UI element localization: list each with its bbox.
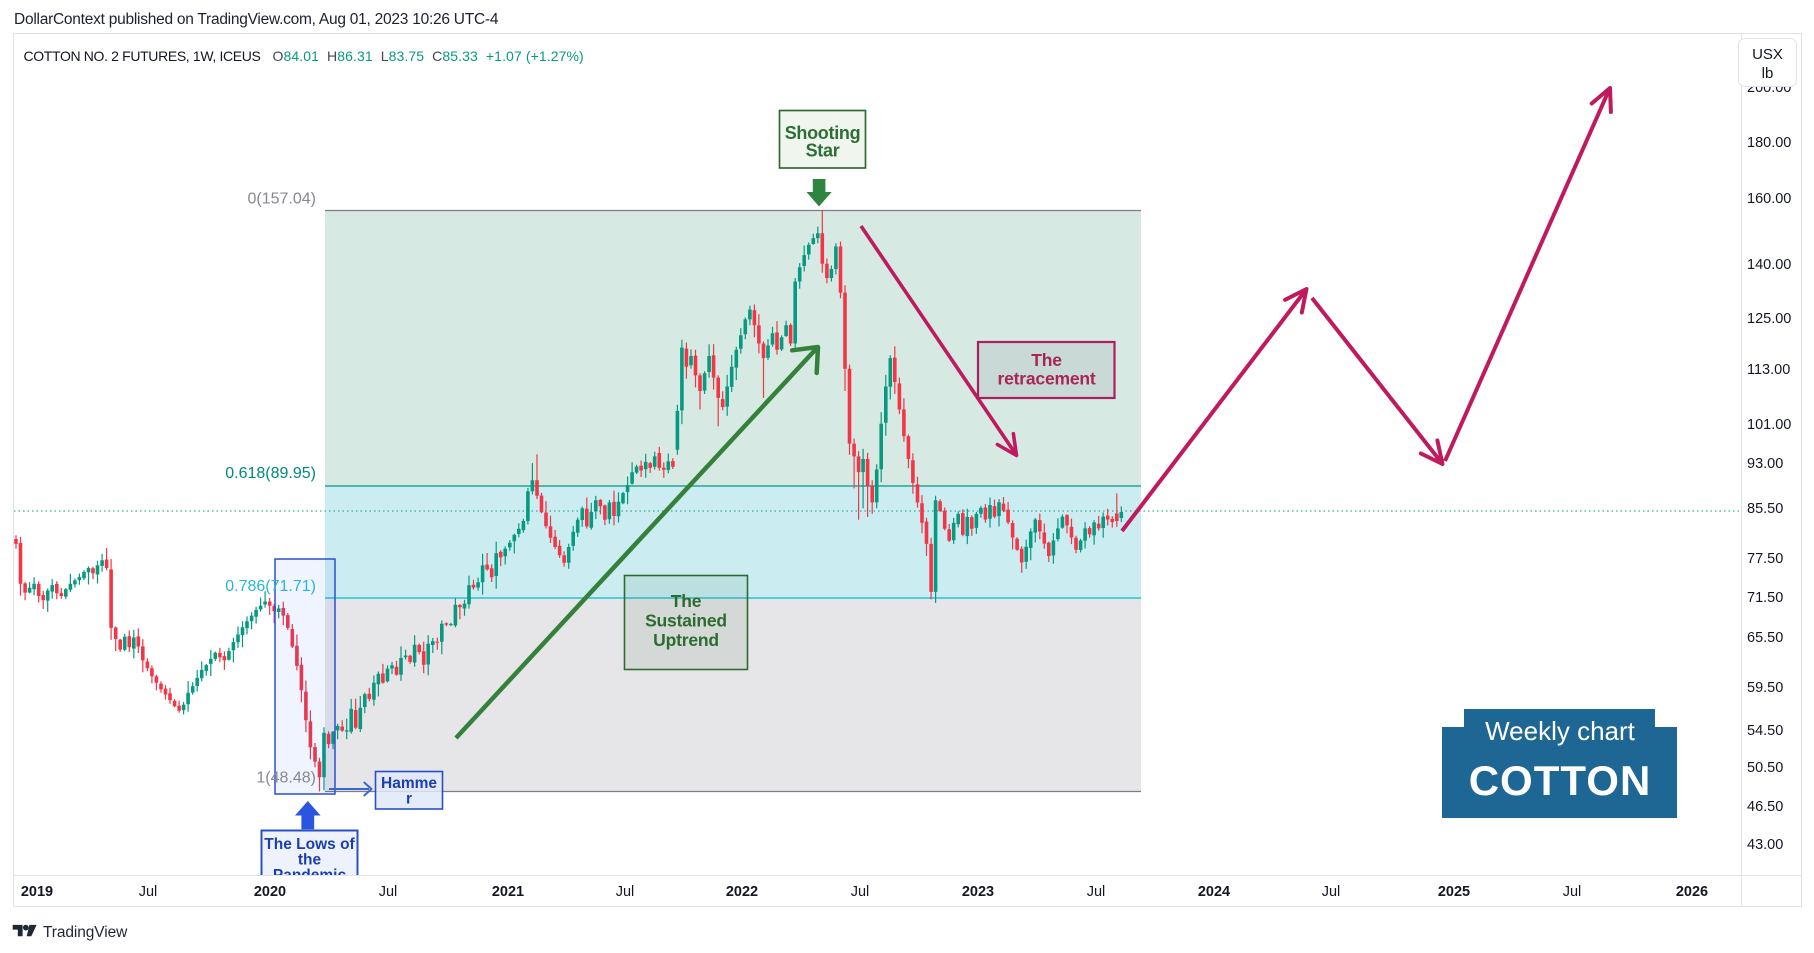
svg-text:Pandemic: Pandemic bbox=[273, 867, 347, 875]
svg-text:The: The bbox=[671, 591, 702, 611]
svg-text:Shooting: Shooting bbox=[785, 123, 861, 143]
svg-text:Sustained: Sustained bbox=[645, 611, 727, 631]
svg-text:0(157.04): 0(157.04) bbox=[248, 191, 317, 208]
svg-text:The: The bbox=[1031, 350, 1062, 370]
svg-text:0.786(71.71): 0.786(71.71) bbox=[225, 578, 316, 595]
svg-text:r: r bbox=[406, 791, 412, 808]
svg-text:1(48.48): 1(48.48) bbox=[256, 770, 316, 787]
svg-text:Uptrend: Uptrend bbox=[653, 630, 719, 650]
svg-text:the: the bbox=[298, 852, 322, 869]
svg-text:retracement: retracement bbox=[998, 369, 1096, 389]
svg-text:Hamme: Hamme bbox=[381, 775, 437, 792]
svg-text:Star: Star bbox=[806, 141, 840, 161]
svg-text:The Lows of: The Lows of bbox=[264, 836, 355, 853]
svg-text:0.618(89.95): 0.618(89.95) bbox=[225, 465, 316, 482]
